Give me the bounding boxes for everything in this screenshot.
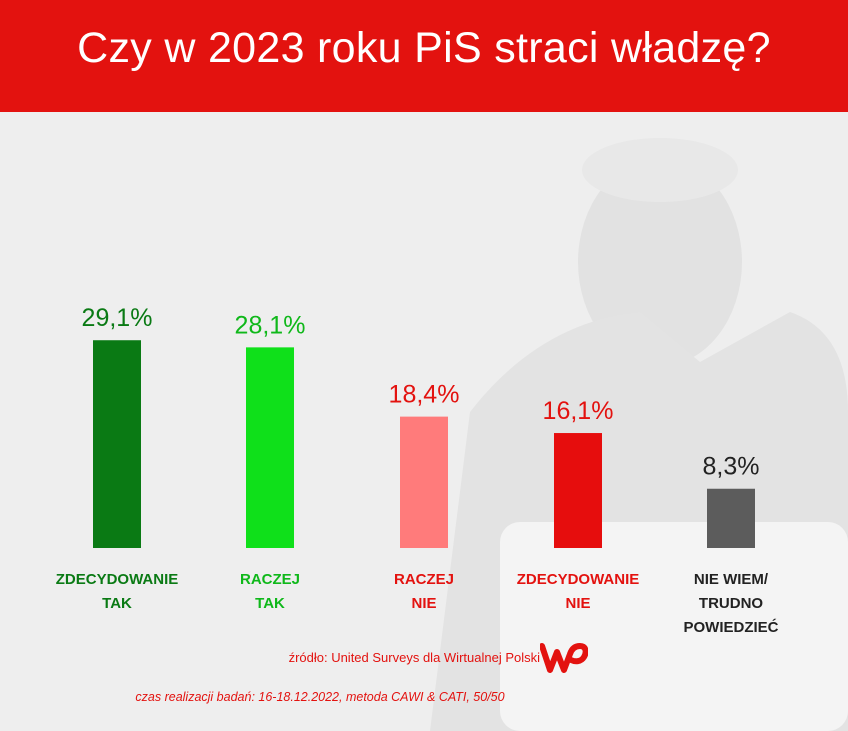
value-label-0: 29,1%	[82, 304, 153, 332]
bar-2	[400, 416, 448, 548]
bar-3	[554, 433, 602, 548]
value-label-4: 8,3%	[703, 453, 760, 481]
background-photo	[430, 138, 848, 731]
value-label-3: 16,1%	[543, 397, 614, 425]
category-label-1-0: RACZEJ	[240, 571, 300, 588]
bar-4	[707, 488, 755, 548]
category-label-4-2: POWIEDZIEĆ	[683, 618, 778, 636]
bar-chart: 29,1% ZDECYDOWANIE TAK 28,1% RACZEJ TAK 18,4% R…	[56, 304, 779, 636]
category-label-3-1: NIE	[565, 595, 590, 612]
category-label-3-0: ZDECYDOWANIE	[517, 571, 640, 588]
source-text: źródło: United Surveys dla Wirtualnej Po…	[288, 650, 540, 665]
category-label-2-0: RACZEJ	[394, 571, 454, 588]
category-label-0-0: ZDECYDOWANIE	[56, 571, 179, 588]
bar-1	[246, 347, 294, 548]
bar-0	[93, 340, 141, 548]
wp-logo	[540, 643, 588, 673]
value-label-1: 28,1%	[235, 311, 306, 339]
category-label-4-0: NIE WIEM/	[694, 571, 769, 588]
category-label-4-1: TRUDNO	[699, 595, 763, 612]
value-label-2: 18,4%	[389, 381, 460, 409]
title-banner: Czy w 2023 roku PiS straci władzę?	[0, 0, 848, 112]
page-title: Czy w 2023 roku PiS straci władzę?	[77, 24, 771, 72]
category-label-1-1: TAK	[255, 595, 285, 612]
category-label-0-1: TAK	[102, 595, 132, 612]
category-label-2-1: NIE	[411, 595, 436, 612]
chart-area: 29,1% ZDECYDOWANIE TAK 28,1% RACZEJ TAK 18,4% R…	[0, 112, 848, 731]
method-text: czas realizacji badań: 16-18.12.2022, me…	[135, 690, 505, 704]
